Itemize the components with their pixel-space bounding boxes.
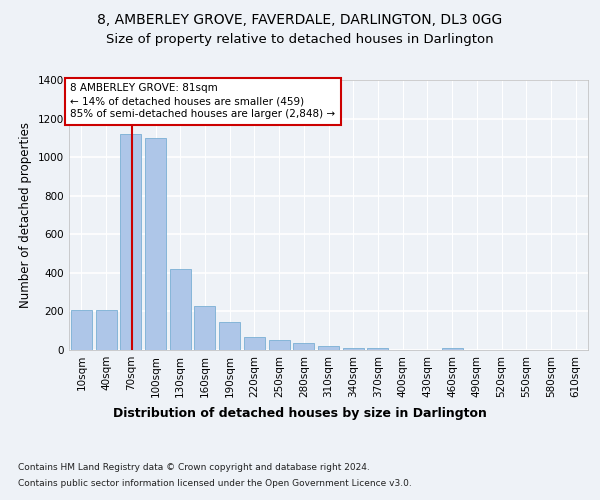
Text: Size of property relative to detached houses in Darlington: Size of property relative to detached ho… — [106, 32, 494, 46]
Bar — [194, 306, 215, 350]
Bar — [367, 348, 388, 350]
Bar — [442, 348, 463, 350]
Text: Distribution of detached houses by size in Darlington: Distribution of detached houses by size … — [113, 408, 487, 420]
Bar — [71, 310, 92, 350]
Text: 8, AMBERLEY GROVE, FAVERDALE, DARLINGTON, DL3 0GG: 8, AMBERLEY GROVE, FAVERDALE, DARLINGTON… — [97, 12, 503, 26]
Bar — [293, 343, 314, 350]
Bar — [269, 340, 290, 350]
Bar — [145, 138, 166, 350]
Text: Contains public sector information licensed under the Open Government Licence v3: Contains public sector information licen… — [18, 479, 412, 488]
Text: Contains HM Land Registry data © Crown copyright and database right 2024.: Contains HM Land Registry data © Crown c… — [18, 462, 370, 471]
Y-axis label: Number of detached properties: Number of detached properties — [19, 122, 32, 308]
Bar — [219, 322, 240, 350]
Text: 8 AMBERLEY GROVE: 81sqm
← 14% of detached houses are smaller (459)
85% of semi-d: 8 AMBERLEY GROVE: 81sqm ← 14% of detache… — [70, 83, 335, 120]
Bar — [120, 134, 141, 350]
Bar — [170, 269, 191, 350]
Bar — [244, 338, 265, 350]
Bar — [318, 346, 339, 350]
Bar — [95, 310, 116, 350]
Bar — [343, 348, 364, 350]
